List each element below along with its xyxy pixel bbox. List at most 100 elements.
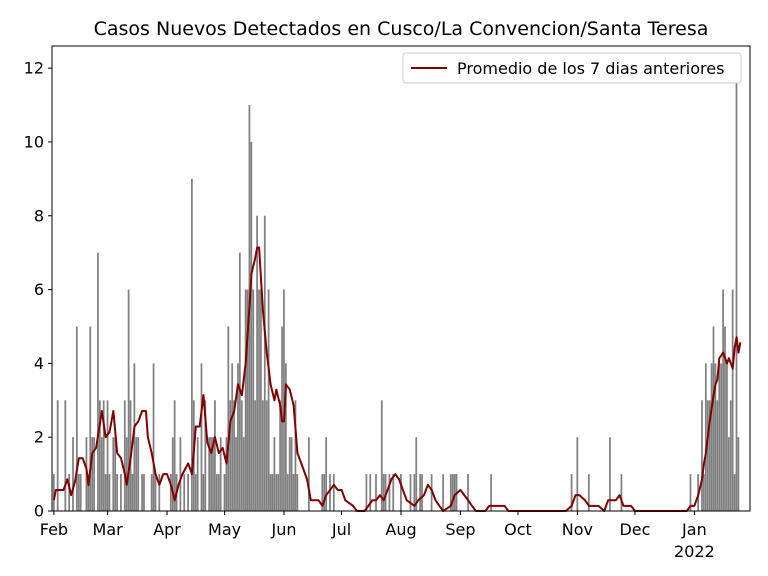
bar	[294, 400, 297, 511]
bar	[290, 437, 293, 511]
bar	[267, 289, 270, 511]
bar	[171, 437, 174, 511]
bar	[609, 437, 611, 511]
bar	[137, 437, 140, 511]
y-axis: 0 2 4 6 8 10 12	[24, 59, 52, 521]
bar	[244, 289, 247, 511]
bar	[708, 400, 711, 511]
bar	[419, 474, 421, 511]
bar	[183, 474, 186, 511]
bar	[116, 474, 118, 511]
bar	[587, 474, 590, 511]
bar	[87, 474, 90, 511]
bar	[231, 363, 234, 511]
bar	[202, 474, 205, 511]
bar	[286, 474, 289, 511]
bar	[273, 437, 276, 511]
bar	[283, 289, 285, 511]
bar	[204, 400, 207, 511]
bar	[449, 474, 452, 511]
bar-series	[52, 68, 740, 512]
y-tick-label: 0	[34, 502, 44, 521]
plot-frame	[51, 45, 751, 512]
bar	[308, 437, 310, 511]
x-tick-label: Oct	[504, 520, 532, 539]
bar	[716, 400, 719, 511]
bar	[194, 474, 197, 511]
bar	[235, 437, 237, 511]
bar	[68, 474, 71, 511]
bar	[254, 400, 257, 511]
y-tick-label: 2	[34, 428, 44, 447]
bar	[215, 474, 218, 511]
bar	[229, 400, 232, 511]
bar	[256, 215, 258, 511]
bar	[382, 474, 385, 511]
x-tick-label: Aug	[385, 520, 416, 539]
bar	[284, 363, 287, 511]
bar	[104, 474, 107, 511]
bar	[238, 252, 241, 512]
bar	[127, 289, 130, 511]
bar	[388, 474, 391, 511]
bar	[246, 289, 249, 511]
bar	[292, 474, 295, 511]
x-tick-label: Jan	[681, 520, 707, 539]
bar	[217, 474, 220, 511]
bar	[451, 474, 454, 511]
bar	[325, 437, 328, 511]
bar	[89, 326, 92, 511]
bar	[98, 400, 101, 511]
bar	[72, 437, 74, 511]
bar	[179, 437, 182, 511]
bar	[706, 400, 709, 511]
y-tick-label: 12	[24, 59, 44, 78]
x-tick-label: Dec	[619, 520, 650, 539]
bar	[123, 400, 126, 511]
bar	[169, 474, 172, 511]
bar	[275, 474, 278, 511]
bar	[271, 474, 274, 511]
bar	[375, 474, 377, 511]
x-tick-sublabel: 2022	[674, 542, 715, 561]
bar	[219, 437, 222, 511]
bar	[141, 474, 143, 511]
bar	[729, 400, 732, 511]
bar	[208, 437, 211, 511]
bar	[726, 363, 728, 511]
bar	[620, 474, 623, 511]
bar	[97, 252, 99, 512]
bar	[196, 437, 199, 511]
x-tick-label: Feb	[40, 520, 68, 539]
bar	[131, 474, 134, 511]
bar	[56, 400, 59, 511]
bar	[265, 400, 268, 511]
bar	[75, 326, 78, 511]
bar	[704, 363, 707, 511]
bar	[52, 474, 55, 511]
bar	[277, 474, 280, 511]
x-tick-label: Jul	[331, 520, 351, 539]
bar	[570, 474, 573, 511]
y-tick-label: 4	[34, 354, 44, 373]
bar	[332, 474, 335, 511]
bar	[210, 437, 212, 511]
y-tick-label: 10	[24, 132, 44, 151]
x-tick-label: Nov	[562, 520, 593, 539]
bar	[735, 68, 738, 511]
bar	[214, 400, 216, 511]
bar	[100, 437, 103, 511]
x-tick-label: Sep	[445, 520, 475, 539]
bar	[77, 474, 80, 511]
bar	[710, 363, 713, 511]
bar	[737, 437, 740, 511]
bar	[263, 215, 266, 511]
bar	[125, 437, 128, 511]
bar	[233, 400, 235, 511]
bar	[106, 400, 109, 511]
chart-title: Casos Nuevos Detectados en Cusco/La Conv…	[94, 18, 709, 40]
bar	[269, 474, 272, 511]
bar	[288, 437, 291, 511]
bar	[158, 474, 161, 511]
bar	[413, 474, 416, 511]
